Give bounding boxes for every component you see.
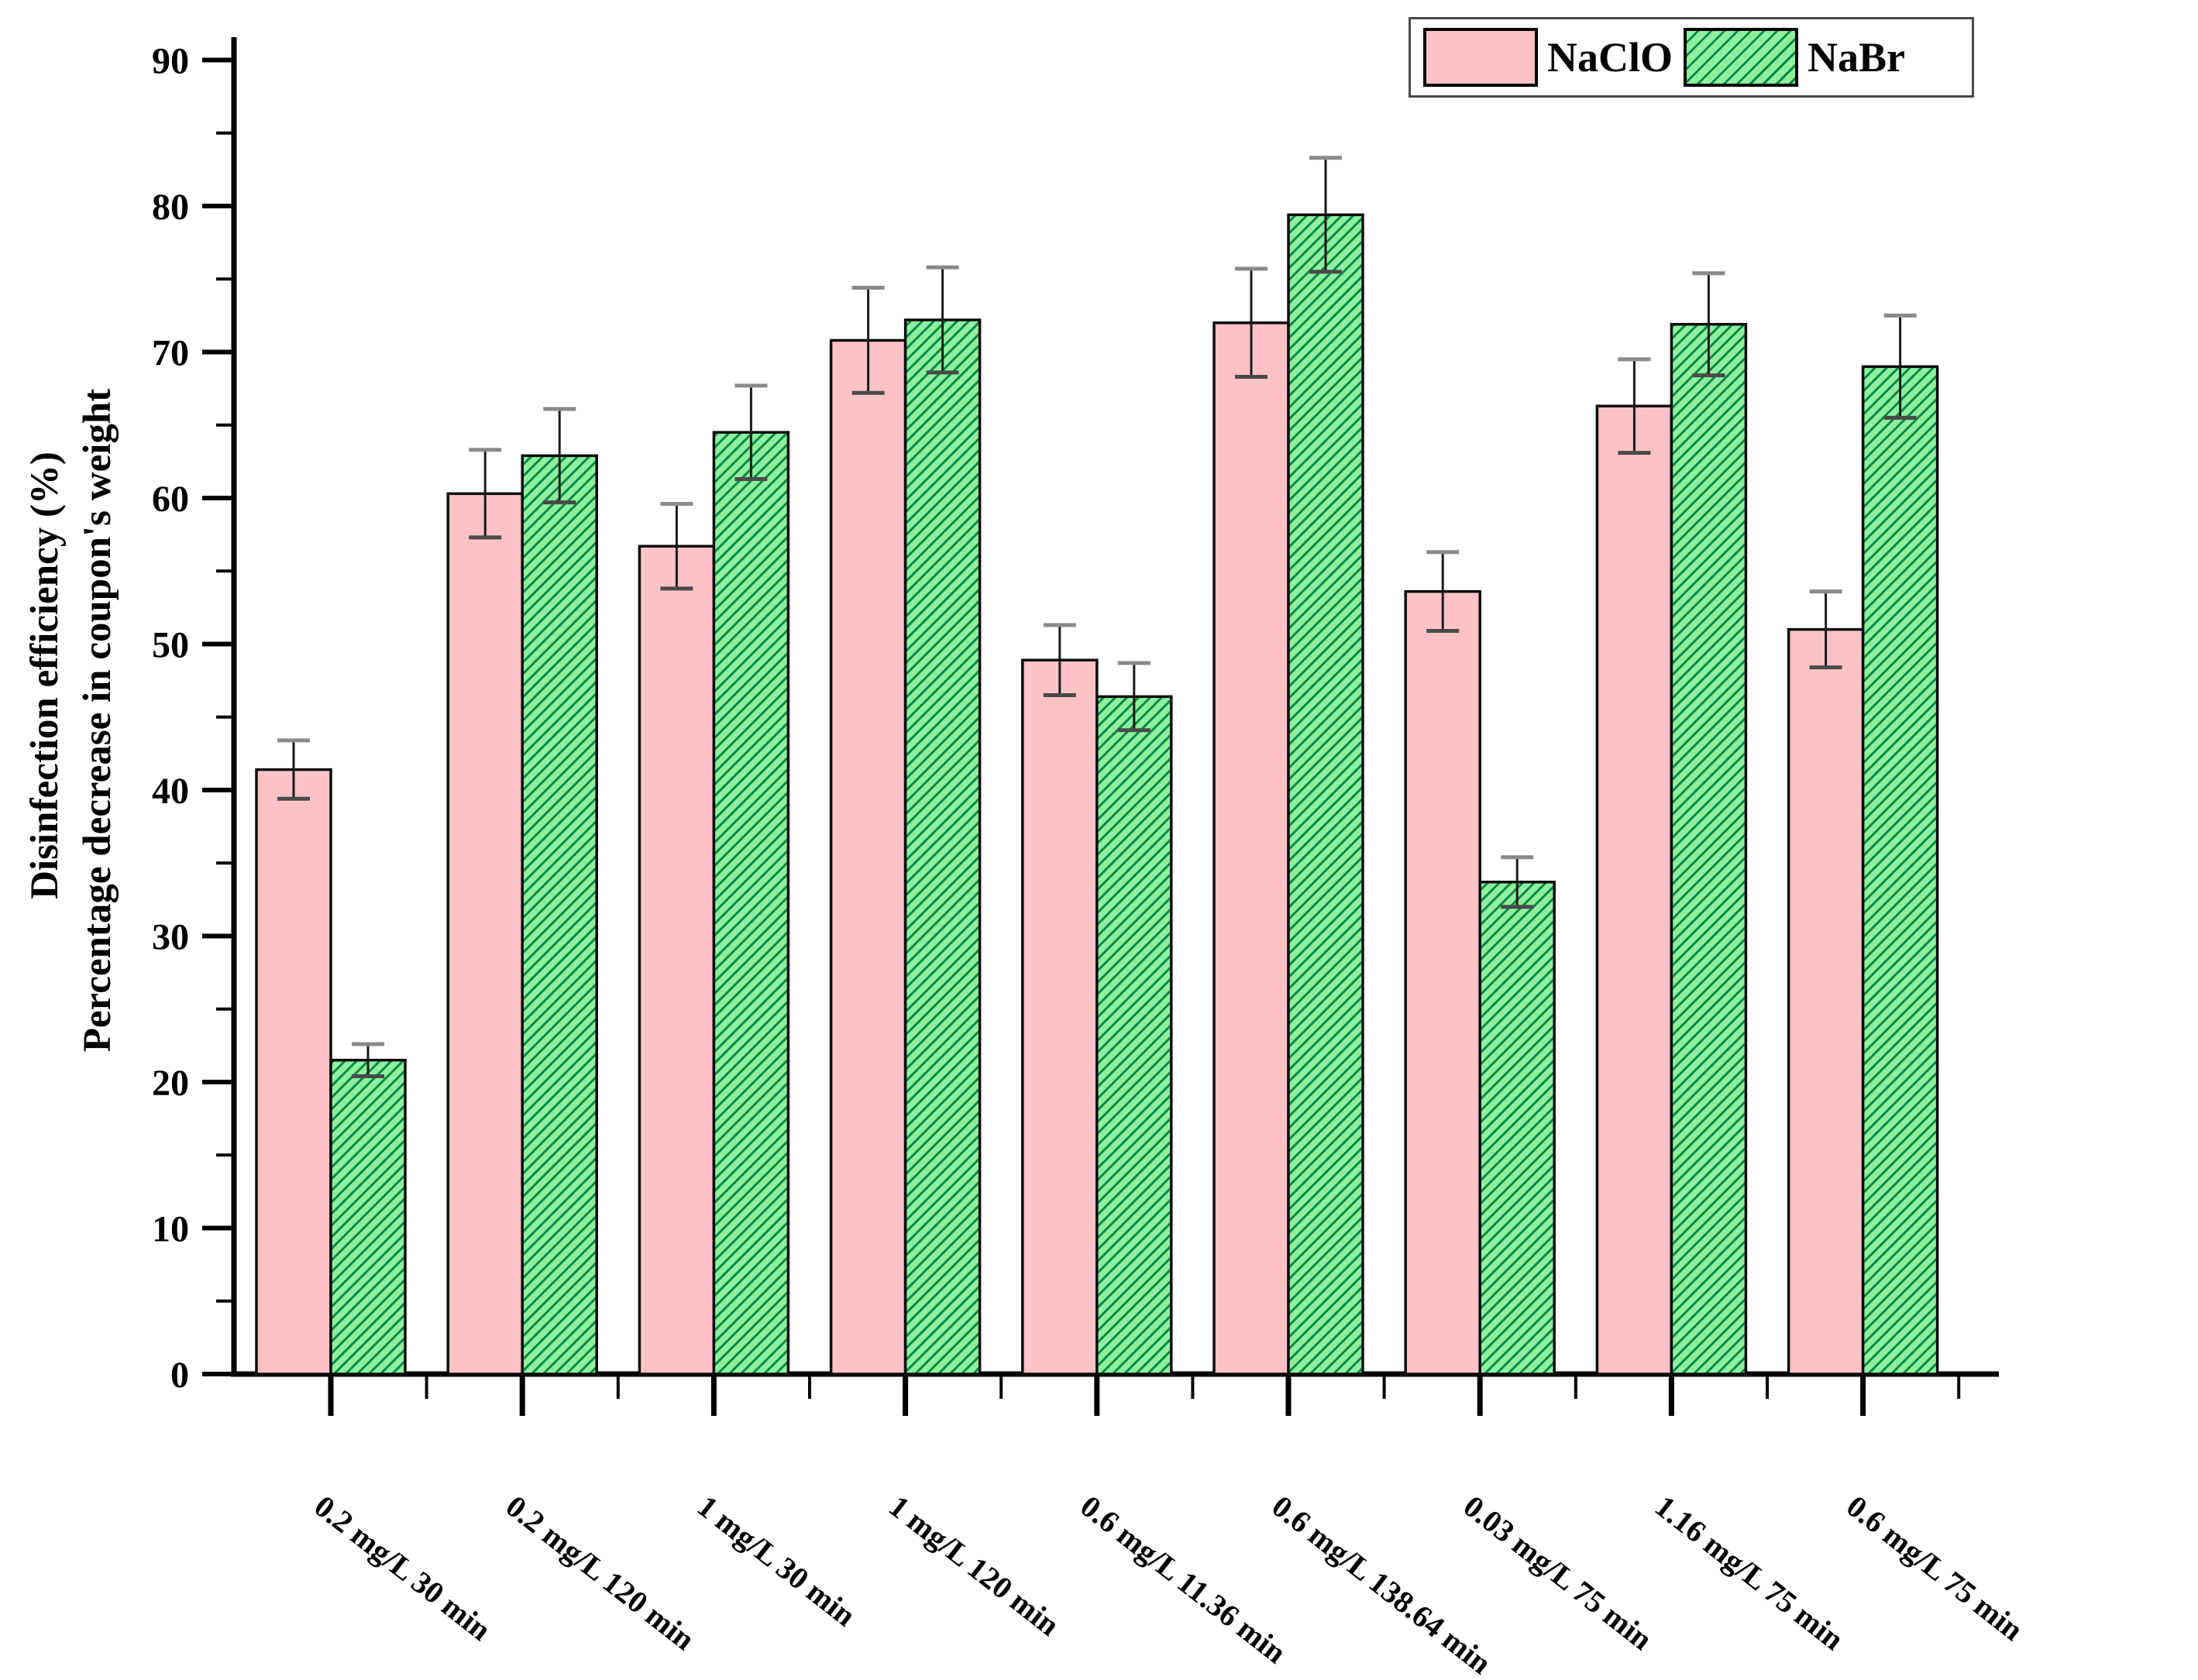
legend-swatch-nabr-icon: [1684, 28, 1798, 87]
error-bar-naclo-8: [1809, 589, 1842, 670]
x-category-label: 1 mg/L 120 min: [882, 1489, 1066, 1643]
bar-nabr-7: [1670, 322, 1748, 1376]
bar-naclo-1: [446, 492, 524, 1376]
bar-nabr-1: [521, 454, 598, 1376]
bar-naclo-7: [1595, 404, 1673, 1376]
error-bar-naclo-2: [660, 502, 693, 591]
y-tick-label: 20: [152, 1063, 189, 1104]
bar-nabr-4: [1096, 695, 1173, 1376]
legend-swatch-naclo-icon: [1423, 28, 1538, 87]
y-tick-label: 70: [152, 333, 189, 374]
x-category-label: 1 mg/L 30 min: [691, 1489, 862, 1634]
bar-naclo-6: [1404, 589, 1481, 1376]
bar-nabr-3: [903, 318, 982, 1376]
legend-label-naclo: NaClO: [1547, 34, 1673, 81]
series-nabr: [329, 156, 1939, 1376]
error-bar-nabr-1: [543, 407, 576, 505]
error-bar-nabr-2: [734, 383, 768, 481]
bar-nabr-6: [1478, 881, 1556, 1376]
bar-nabr-2: [712, 431, 790, 1376]
legend-label-nabr: NaBr: [1808, 34, 1905, 81]
error-bar-nabr-8: [1883, 313, 1917, 420]
y-tick-label: 90: [152, 41, 189, 82]
bar-naclo-2: [638, 545, 716, 1376]
series-naclo: [255, 266, 1865, 1376]
error-bar-nabr-3: [926, 265, 959, 375]
legend: NaClO NaBr: [1409, 17, 1974, 98]
y-tick-label: 10: [152, 1209, 189, 1250]
error-bar-naclo-5: [1235, 266, 1268, 380]
error-bar-naclo-3: [851, 286, 885, 395]
error-bar-naclo-0: [277, 738, 310, 801]
error-bar-nabr-6: [1501, 855, 1534, 909]
x-category-label: 0.2 mg/L 120 min: [500, 1489, 702, 1657]
y-tick-label: 60: [152, 479, 189, 520]
bar-naclo-5: [1213, 321, 1290, 1376]
y-tick-label: 40: [152, 771, 189, 812]
x-category-label: 0.03 mg/L 75 min: [1457, 1489, 1660, 1657]
error-bar-naclo-6: [1426, 550, 1460, 634]
error-bar-naclo-4: [1043, 623, 1076, 697]
error-bar-nabr-7: [1692, 271, 1725, 378]
error-bar-nabr-4: [1117, 661, 1151, 733]
x-category-label: 0.6 mg/L 75 min: [1840, 1489, 2030, 1647]
y-tick-label: 50: [152, 625, 189, 666]
x-category-label: 0.6 mg/L 11.36 min: [1074, 1489, 1293, 1671]
error-bar-naclo-7: [1618, 357, 1651, 455]
y-tick-label: 0: [170, 1355, 189, 1396]
y-tick-label: 30: [152, 917, 189, 958]
bar-nabr-0: [329, 1058, 407, 1376]
bar-naclo-3: [829, 338, 907, 1376]
bar-nabr-5: [1287, 213, 1364, 1376]
x-category-label: 1.16 mg/L 75 min: [1649, 1489, 1851, 1657]
error-bar-nabr-5: [1309, 156, 1342, 274]
x-category-label: 0.2 mg/L 30 min: [308, 1489, 497, 1647]
bar-naclo-4: [1021, 658, 1099, 1376]
error-bar-naclo-1: [469, 448, 502, 540]
bar-nabr-8: [1861, 365, 1939, 1376]
error-bar-nabr-0: [352, 1042, 384, 1078]
bar-naclo-8: [1787, 627, 1865, 1376]
y-tick-label: 80: [152, 187, 189, 228]
bar-naclo-0: [255, 768, 332, 1376]
